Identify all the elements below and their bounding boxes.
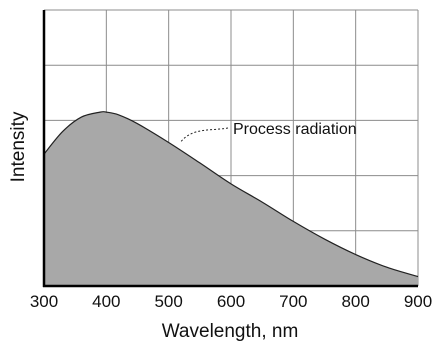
x-tick-label: 800 <box>341 292 369 311</box>
x-tick-label: 700 <box>279 292 307 311</box>
y-axis-title: Intensity <box>8 111 29 182</box>
x-tick-label: 600 <box>217 292 245 311</box>
x-tick-label: 500 <box>154 292 182 311</box>
annotation-label: Process radiation <box>233 121 357 138</box>
area-outline <box>43 111 419 278</box>
x-tick-label: 300 <box>30 292 58 311</box>
x-axis-title: Wavelength, nm <box>162 321 299 342</box>
x-tick-label: 900 <box>404 292 432 311</box>
area-layer <box>43 111 419 286</box>
x-tick-labels: 300 400 500 600 700 800 900 <box>30 292 432 311</box>
axes <box>42 10 418 288</box>
annotation-leader <box>180 127 229 142</box>
area-fill <box>44 111 418 286</box>
x-tick-label: 400 <box>92 292 120 311</box>
annotations: Process radiation <box>180 121 357 142</box>
